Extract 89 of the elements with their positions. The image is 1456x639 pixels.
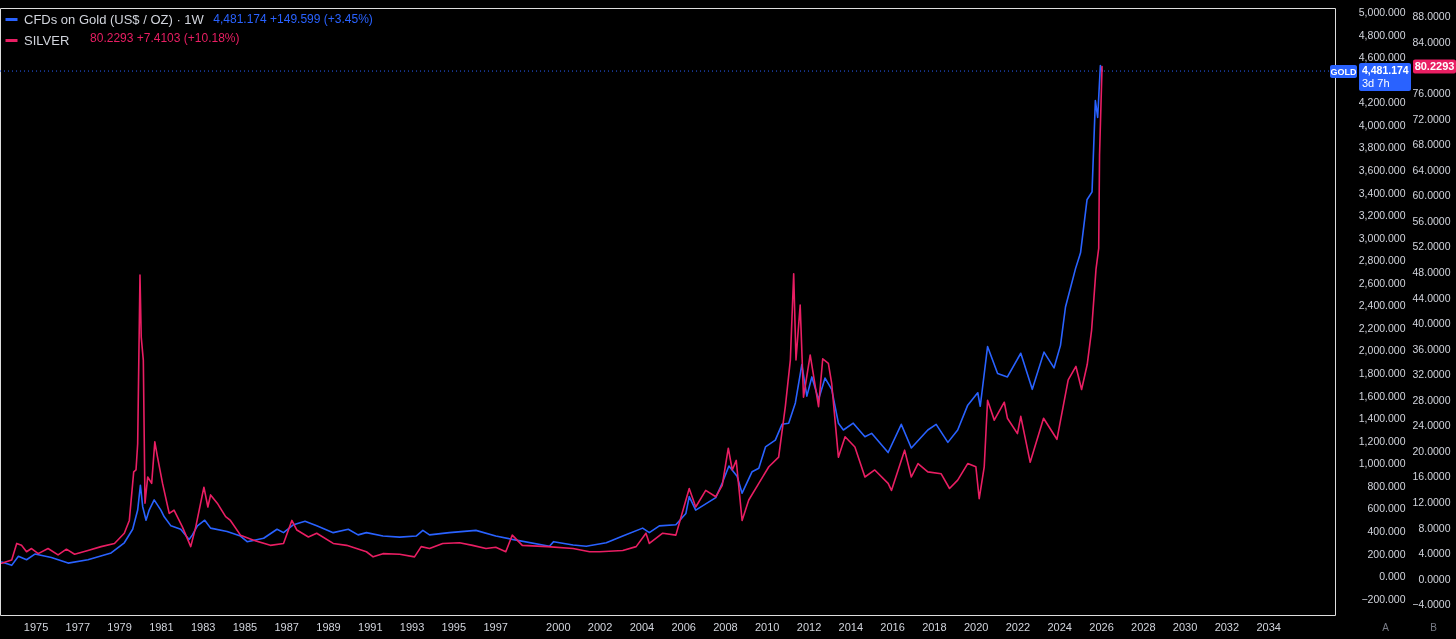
y2-tick-label: 8.0000: [1418, 521, 1451, 534]
y-tick-label: 1,400.000: [1358, 412, 1406, 425]
x-tick-label: 1981: [149, 620, 174, 633]
x-tick-label: 2016: [880, 620, 905, 633]
x-tick-label: 2032: [1214, 620, 1240, 633]
x-tick-label: 1993: [399, 620, 425, 633]
y-tick-label: 3,400.000: [1358, 186, 1406, 199]
x-tick-label: 2000: [546, 620, 571, 633]
x-tick-label: 1995: [441, 620, 467, 633]
y2-tick-label: 56.0000: [1412, 214, 1451, 227]
text: 3d 7h: [1362, 77, 1390, 90]
x-tick-label: 2028: [1131, 620, 1156, 633]
x-tick-label: 2034: [1256, 620, 1281, 633]
y-tick-label: 3,800.000: [1358, 141, 1406, 154]
x-tick-label: 1979: [107, 620, 132, 633]
y2-tick-label: 28.0000: [1412, 393, 1451, 406]
y-tick-label: 2,200.000: [1358, 321, 1406, 334]
legend-label: CFDs on Gold (US$ / OZ) · 1W: [24, 11, 205, 27]
y-tick-label: 2,800.000: [1358, 254, 1406, 267]
y2-tick-label: 36.0000: [1412, 342, 1451, 355]
x-tick-label: 1975: [23, 620, 49, 633]
y2-tick-label: 64.0000: [1412, 163, 1451, 176]
ref-line-label: 4,481.174: [1362, 64, 1409, 77]
y2-tick-label: 72.0000: [1412, 112, 1451, 125]
y2-tick-label: 44.0000: [1412, 291, 1451, 304]
y2-tick-label: 24.0000: [1412, 419, 1451, 432]
x-tick-label: 1997: [483, 620, 508, 633]
y-axis-title: A: [1382, 621, 1390, 633]
y2-tick-label: 0.0000: [1418, 572, 1451, 585]
y-tick-label: 600.000: [1367, 502, 1406, 515]
text: 80.2293: [1414, 59, 1455, 72]
x-tick-label: 1991: [358, 620, 383, 633]
y2-tick-label: 48.0000: [1412, 266, 1451, 279]
y-tick-label: 4,200.000: [1358, 96, 1406, 109]
y-tick-label: 1,200.000: [1358, 434, 1406, 447]
y2-tick-label: 76.0000: [1412, 87, 1451, 100]
x-tick-label: 2026: [1089, 620, 1114, 633]
y-tick-label: 400.000: [1367, 525, 1406, 538]
annotation: 80.2293 +7.4103 (+10.18%): [90, 30, 240, 45]
x-tick-label: 2020: [963, 620, 989, 633]
y-tick-label: −200.000: [1361, 592, 1406, 605]
legend-label: SILVER: [24, 32, 70, 48]
y2-tick-label: −4.0000: [1412, 598, 1451, 611]
y-tick-label: 2,000.000: [1358, 344, 1406, 357]
y2-tick-label: 84.0000: [1412, 36, 1451, 48]
y-tick-label: 2,400.000: [1358, 299, 1406, 312]
y2-axis-title: B: [1430, 621, 1438, 633]
x-tick-label: 2022: [1005, 620, 1031, 633]
y-tick-label: 4,600.000: [1358, 51, 1406, 64]
x-tick-label: 2004: [629, 620, 655, 633]
annotation: 4,481.174 +149.599 (+3.45%): [213, 11, 373, 26]
y2-tick-label: 4.0000: [1418, 547, 1451, 560]
y2-tick-label: 32.0000: [1412, 368, 1451, 381]
y-tick-label: 5,000.000: [1358, 6, 1406, 19]
x-tick-label: 2002: [587, 620, 613, 633]
y-tick-label: 4,800.000: [1358, 28, 1406, 41]
x-tick-label: 1977: [65, 620, 91, 633]
y-tick-label: 3,600.000: [1358, 163, 1406, 176]
y2-tick-label: 12.0000: [1412, 496, 1451, 509]
y-tick-label: 2,600.000: [1358, 276, 1406, 289]
y-tick-label: 1,800.000: [1358, 367, 1406, 380]
x-tick-label: 2024: [1047, 620, 1072, 633]
y2-tick-label: 20.0000: [1412, 444, 1451, 457]
x-tick-label: 2014: [838, 620, 864, 633]
x-tick-label: 1989: [316, 620, 341, 633]
x-tick-label: 1983: [190, 620, 216, 633]
y2-tick-label: 60.0000: [1412, 189, 1451, 202]
y-tick-label: 3,000.000: [1358, 231, 1406, 244]
x-tick-label: 1987: [274, 620, 299, 633]
y-tick-label: 1,000.000: [1358, 457, 1406, 470]
x-tick-label: 2030: [1172, 620, 1198, 633]
x-tick-label: 2006: [671, 620, 696, 633]
y2-tick-label: 16.0000: [1412, 470, 1451, 483]
x-tick-label: 2018: [922, 620, 947, 633]
y2-tick-label: 52.0000: [1412, 240, 1451, 253]
x-tick-label: 2012: [796, 620, 822, 633]
x-tick-label: 1985: [232, 620, 258, 633]
y2-tick-label: 88.0000: [1412, 10, 1451, 23]
y-tick-label: 800.000: [1367, 479, 1406, 492]
y-tick-label: 3,200.000: [1358, 209, 1406, 222]
x-tick-label: 2008: [713, 620, 738, 633]
y2-tick-label: 68.0000: [1412, 138, 1451, 151]
y-tick-label: 4,000.000: [1358, 118, 1406, 131]
annotation: GOLD: [1330, 66, 1357, 77]
y-tick-label: 0.000: [1379, 570, 1406, 583]
y2-tick-label: 40.0000: [1412, 317, 1451, 330]
x-tick-label: 2010: [754, 620, 780, 633]
y-tick-label: 200.000: [1367, 547, 1406, 560]
y-tick-label: 1,600.000: [1358, 389, 1406, 402]
